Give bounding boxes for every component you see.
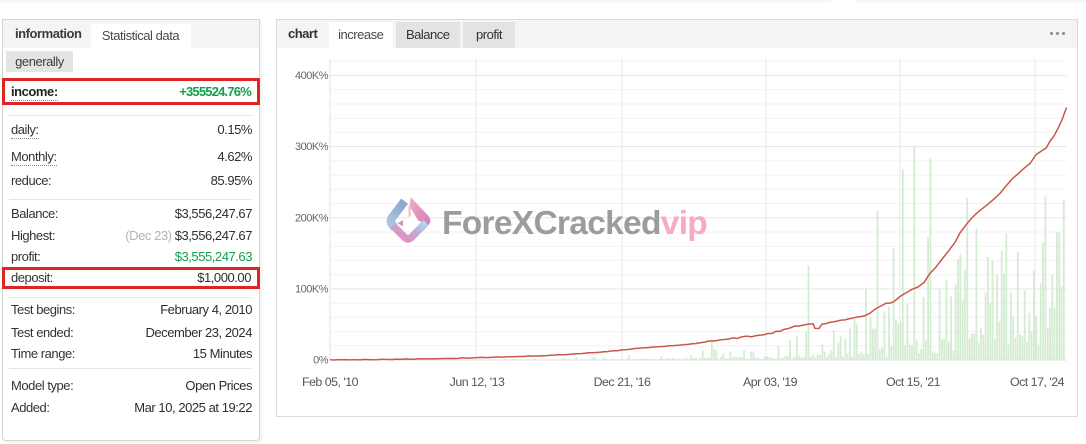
svg-text:Apr 03, '19: Apr 03, '19	[743, 375, 798, 389]
svg-text:Jun 12, '13: Jun 12, '13	[450, 375, 505, 389]
svg-text:Dec 21, '16: Dec 21, '16	[594, 375, 651, 389]
svg-text:200K%: 200K%	[295, 212, 329, 224]
svg-text:Oct 17, '24: Oct 17, '24	[1010, 375, 1065, 389]
svg-text:ForeXCrackedvip: ForeXCrackedvip	[442, 205, 707, 242]
svg-text:0%: 0%	[313, 355, 329, 367]
svg-text:400K%: 400K%	[295, 70, 329, 82]
svg-text:Oct 15, '21: Oct 15, '21	[886, 375, 941, 389]
svg-text:Feb 05, '10: Feb 05, '10	[302, 375, 359, 389]
svg-text:100K%: 100K%	[295, 283, 329, 295]
svg-text:300K%: 300K%	[295, 141, 329, 153]
